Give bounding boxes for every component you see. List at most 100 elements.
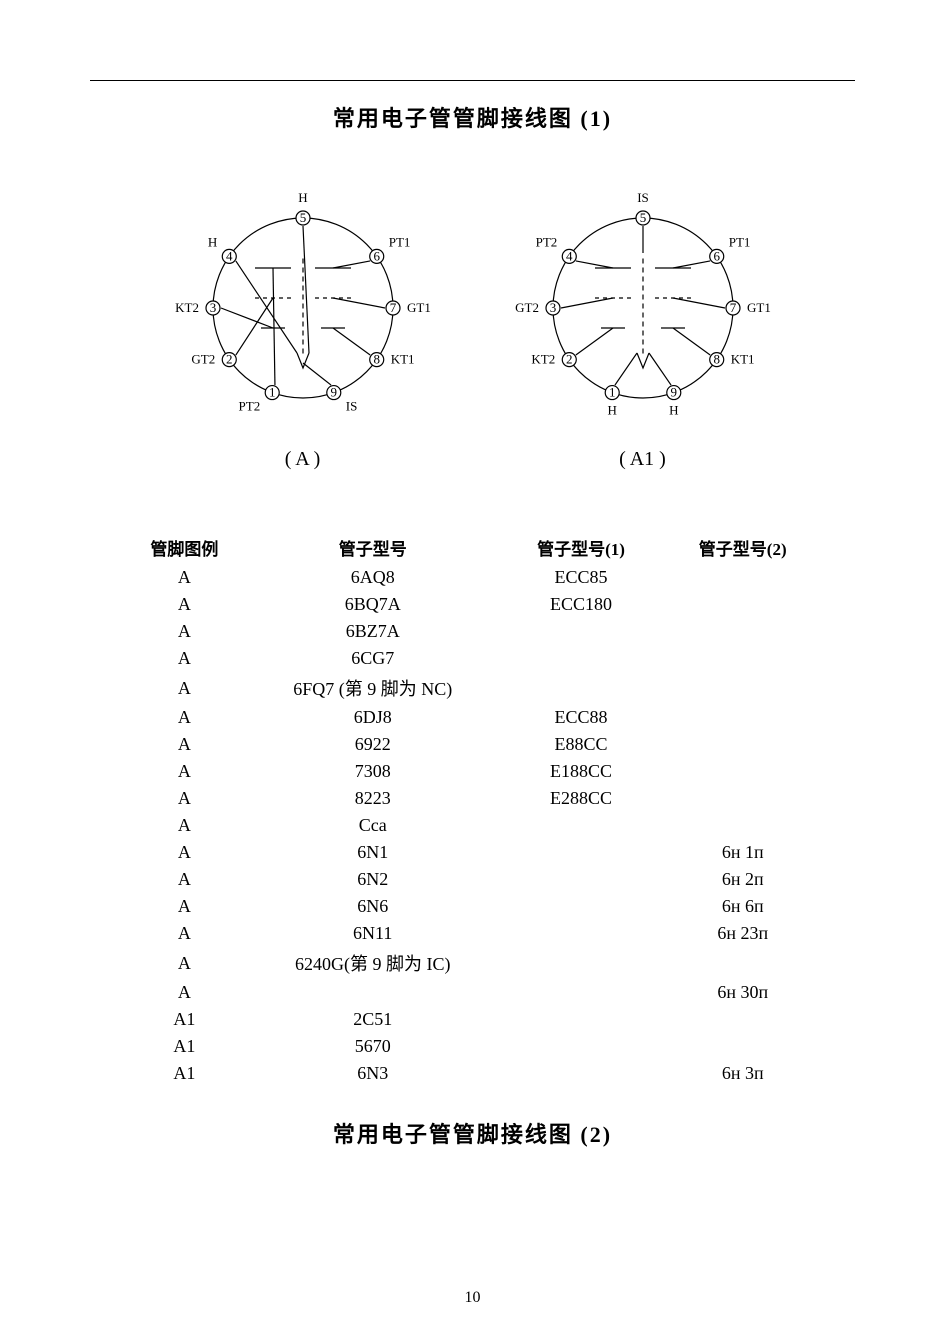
page-title-2: 常用电子管管脚接线图 (2) [90, 1117, 855, 1149]
table-cell [499, 893, 663, 920]
table-cell: A [123, 704, 247, 731]
table-row: A6922E88CC [123, 731, 823, 758]
table-cell [499, 672, 663, 704]
table-cell: ECC88 [499, 704, 663, 731]
svg-text:GT1: GT1 [407, 300, 431, 315]
table-cell: 6240G(第 9 脚为 IC) [246, 947, 499, 979]
diagram-a1-caption: ( A1 ) [503, 448, 783, 471]
table-cell [663, 947, 823, 979]
svg-text:IS: IS [345, 399, 357, 414]
svg-text:7: 7 [729, 300, 736, 315]
page-title-1: 常用电子管管脚接线图 (1) [90, 101, 855, 133]
table-cell: 6N11 [246, 920, 499, 947]
table-row: A6N16н 1п [123, 839, 823, 866]
table-cell: 6CG7 [246, 645, 499, 672]
table-row: A6240G(第 9 脚为 IC) [123, 947, 823, 979]
table-cell: A [123, 920, 247, 947]
table-row: A8223E288CC [123, 785, 823, 812]
table-cell: 6н 1п [663, 839, 823, 866]
table-row: A6BQ7AECC180 [123, 591, 823, 618]
svg-text:GT1: GT1 [747, 300, 771, 315]
svg-text:IS: IS [637, 190, 649, 205]
table-cell: ECC85 [499, 564, 663, 591]
table-row: A7308E188CC [123, 758, 823, 785]
table-cell: 6н 2п [663, 866, 823, 893]
table-row: A6AQ8ECC85 [123, 564, 823, 591]
table-cell: A [123, 979, 247, 1006]
table-cell [663, 785, 823, 812]
table-cell [663, 1006, 823, 1033]
table-cell [499, 920, 663, 947]
table-cell: 6N6 [246, 893, 499, 920]
svg-text:7: 7 [389, 300, 396, 315]
table-row: A6CG7 [123, 645, 823, 672]
table-cell: E188CC [499, 758, 663, 785]
svg-text:3: 3 [209, 300, 216, 315]
table-cell: A [123, 564, 247, 591]
table-cell [499, 1033, 663, 1060]
table-cell: A [123, 866, 247, 893]
table-cell: 6н 30п [663, 979, 823, 1006]
table-row: A 6н 30п [123, 979, 823, 1006]
table-cell: 6BZ7A [246, 618, 499, 645]
table-cell: A [123, 947, 247, 979]
table-cell: E288CC [499, 785, 663, 812]
table-cell: 6DJ8 [246, 704, 499, 731]
table-row: A15670 [123, 1033, 823, 1060]
svg-text:GT2: GT2 [191, 352, 215, 367]
table-cell [499, 839, 663, 866]
svg-text:KT2: KT2 [175, 300, 199, 315]
table-cell: A [123, 812, 247, 839]
svg-text:PT1: PT1 [728, 234, 750, 249]
table-cell [663, 704, 823, 731]
table-cell: Cca [246, 812, 499, 839]
svg-text:KT1: KT1 [730, 352, 754, 367]
table-cell: 6н 6п [663, 893, 823, 920]
svg-text:5: 5 [639, 210, 646, 225]
table-cell [499, 1006, 663, 1033]
svg-text:9: 9 [670, 385, 677, 400]
pinout-diagram-a: 1PT22GT23KT24H5H6PT17GT18KT19IS [163, 173, 443, 433]
svg-text:PT2: PT2 [238, 399, 260, 414]
table-cell: 6н 23п [663, 920, 823, 947]
svg-text:KT1: KT1 [390, 352, 414, 367]
table-cell: 5670 [246, 1033, 499, 1060]
document-page: 常用电子管管脚接线图 (1) 1PT22GT23KT24H5H6PT17GT18… [0, 0, 945, 1337]
table-row: A6N11 6н 23п [123, 920, 823, 947]
table-header-row: 管脚图例 管子型号 管子型号(1) 管子型号(2) [123, 531, 823, 564]
table-cell: 6AQ8 [246, 564, 499, 591]
svg-text:1: 1 [608, 385, 615, 400]
table-cell [663, 812, 823, 839]
svg-text:GT2: GT2 [515, 300, 539, 315]
svg-text:9: 9 [330, 385, 337, 400]
svg-text:6: 6 [373, 248, 380, 263]
table-cell [663, 731, 823, 758]
table-cell: A [123, 758, 247, 785]
table-cell [663, 564, 823, 591]
svg-text:4: 4 [226, 248, 233, 263]
diagram-row: 1PT22GT23KT24H5H6PT17GT18KT19IS ( A ) 1H… [90, 173, 855, 471]
tube-table: 管脚图例 管子型号 管子型号(1) 管子型号(2) A6AQ8ECC85A6BQ… [123, 531, 823, 1087]
table-cell: ECC180 [499, 591, 663, 618]
page-number: 10 [0, 1289, 945, 1307]
table-cell [246, 979, 499, 1006]
table-cell: 6N3 [246, 1060, 499, 1087]
table-row: A6BZ7A [123, 618, 823, 645]
table-row: ACca [123, 812, 823, 839]
table-row: A6DJ8ECC88 [123, 704, 823, 731]
table-cell [663, 1033, 823, 1060]
svg-text:1: 1 [268, 385, 275, 400]
svg-text:KT2: KT2 [531, 352, 555, 367]
table-cell: 7308 [246, 758, 499, 785]
th-model2: 管子型号(2) [663, 531, 823, 564]
table-cell: 6FQ7 (第 9 脚为 NC) [246, 672, 499, 704]
svg-text:PT1: PT1 [388, 234, 410, 249]
svg-text:H: H [669, 403, 678, 418]
diagram-a: 1PT22GT23KT24H5H6PT17GT18KT19IS ( A ) [163, 173, 443, 471]
table-cell: A [123, 591, 247, 618]
table-cell: 6н 3п [663, 1060, 823, 1087]
table-cell: A [123, 839, 247, 866]
top-rule [90, 80, 855, 81]
table-cell: 6922 [246, 731, 499, 758]
table-cell [663, 618, 823, 645]
